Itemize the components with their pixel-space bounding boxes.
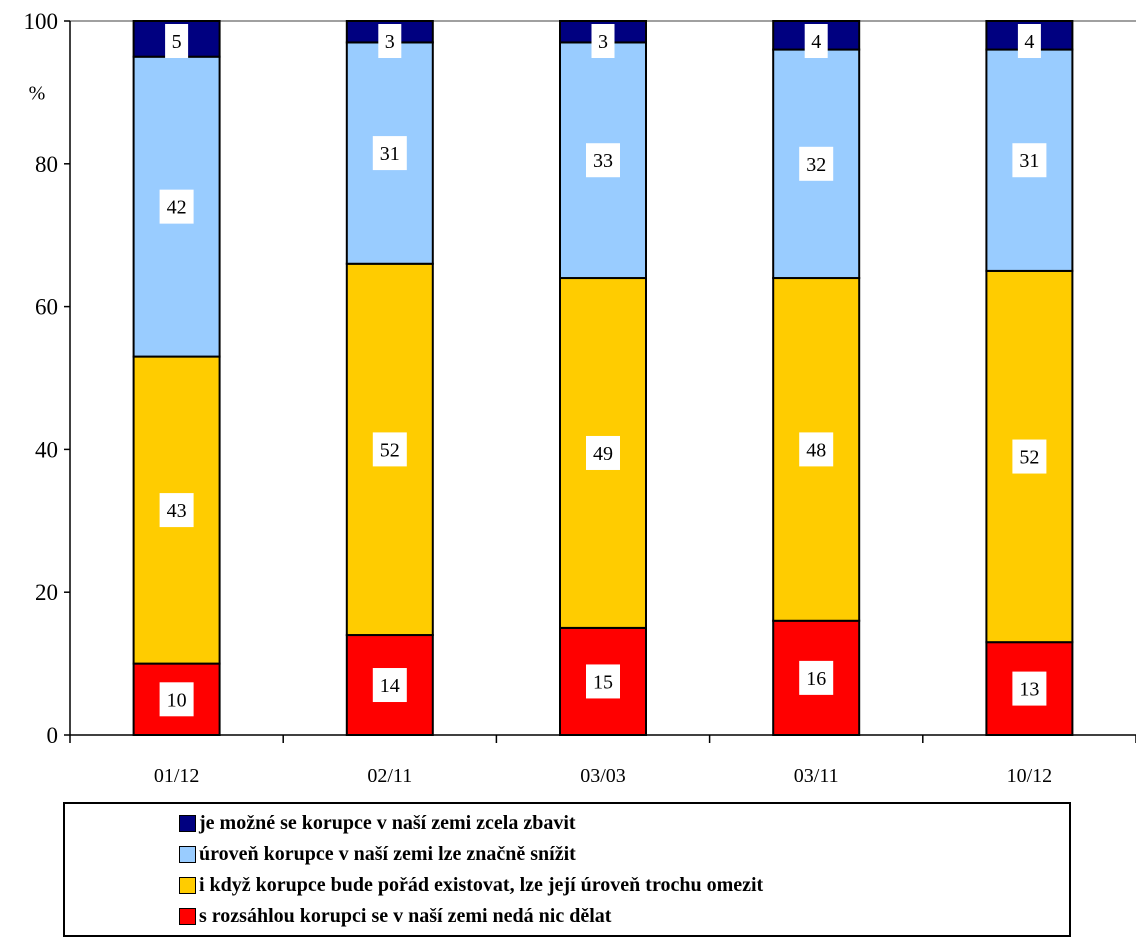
data-label: 43 [167, 500, 187, 522]
data-label-box [1012, 143, 1047, 178]
data-label: 3 [385, 31, 395, 53]
data-label-box [378, 24, 402, 58]
legend: je možné se korupce v naší zemi zcela zb… [63, 802, 1071, 937]
data-label: 49 [593, 443, 613, 465]
data-label-box [159, 493, 194, 528]
data-label: 10 [167, 689, 187, 711]
y-tick-label: 80 [35, 152, 58, 177]
y-tick-label: 60 [35, 295, 58, 320]
legend-swatch [179, 876, 196, 894]
legend-label: i když korupce bude pořád existovat, lze… [199, 873, 764, 896]
stacked-bar-chart: 0 20 40 60 80 100% 01/12 02/11 03/03 03/11 10/12 10… [24, 9, 1136, 787]
legend-label: s rozsáhlou korupci se v naší zemi nedá … [199, 904, 612, 927]
legend-item: úroveň korupce v naší zemi lze značně sn… [179, 841, 576, 867]
legend-item: s rozsáhlou korupci se v naší zemi nedá … [179, 903, 611, 929]
data-label-box [804, 24, 828, 58]
x-tick-label: 10/12 [1007, 765, 1053, 787]
legend-item: je možné se korupce v naší zemi zcela zb… [179, 810, 576, 836]
data-label-box [586, 435, 620, 470]
data-label-box [159, 682, 194, 717]
data-label-box [586, 664, 620, 699]
data-label-box [586, 143, 620, 178]
data-label-box [372, 668, 407, 703]
x-tick-label: 03/03 [580, 765, 626, 787]
x-tick-label: 01/12 [154, 765, 200, 787]
data-label-box [799, 432, 834, 467]
legend-label: úroveň korupce v naší zemi lze značně sn… [199, 842, 576, 865]
data-label: 3 [598, 31, 608, 53]
data-label-box [372, 136, 407, 171]
data-label: 16 [806, 668, 826, 690]
bar-segment [559, 626, 647, 737]
data-label: 48 [806, 439, 826, 461]
data-label-box [165, 24, 189, 58]
data-label: 52 [380, 439, 400, 461]
x-tick-label: 03/11 [794, 765, 839, 787]
data-label: 42 [167, 197, 187, 219]
data-label-box [1012, 671, 1047, 706]
data-label: 4 [1024, 31, 1034, 53]
data-label-box [591, 24, 615, 58]
data-label: 52 [1019, 447, 1039, 469]
data-label-box [372, 432, 407, 467]
data-label-box [799, 146, 834, 181]
data-label: 31 [380, 143, 400, 165]
y-tick-label: 20 [35, 580, 58, 605]
legend-swatch [179, 845, 196, 863]
y-tick-label: 100 [24, 9, 59, 34]
data-label: 13 [1019, 679, 1039, 701]
legend-swatch [179, 814, 196, 832]
data-label: 32 [806, 154, 826, 176]
data-label-box [159, 189, 194, 224]
data-label-box [799, 660, 834, 695]
y-tick-label: 0 [47, 723, 59, 748]
legend-swatch [179, 907, 196, 925]
data-label: 33 [593, 150, 613, 172]
data-label-box [1012, 439, 1047, 474]
data-label: 31 [1019, 150, 1039, 172]
legend-item: i když korupce bude pořád existovat, lze… [179, 872, 763, 898]
y-tick-label: 40 [35, 437, 58, 462]
data-label-box [1017, 24, 1041, 58]
data-label: 5 [172, 31, 182, 53]
legend-label: je možné se korupce v naší zemi zcela zb… [199, 811, 576, 834]
y-axis-label: % [29, 82, 46, 104]
data-label: 14 [380, 675, 400, 697]
x-tick-label: 02/11 [367, 765, 412, 787]
data-label: 4 [811, 31, 821, 53]
data-label: 15 [593, 671, 613, 693]
